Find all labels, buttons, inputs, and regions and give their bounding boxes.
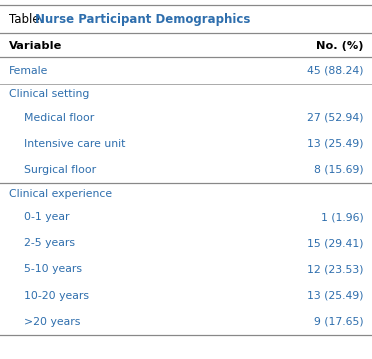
Text: 10-20 years: 10-20 years <box>24 291 89 300</box>
Text: Clinical experience: Clinical experience <box>9 188 112 199</box>
Text: 2-5 years: 2-5 years <box>24 238 75 248</box>
Text: Medical floor: Medical floor <box>24 113 94 122</box>
Text: Table.: Table. <box>9 13 47 26</box>
Text: Clinical setting: Clinical setting <box>9 89 90 99</box>
Text: 5-10 years: 5-10 years <box>24 265 82 274</box>
Text: 27 (52.94): 27 (52.94) <box>307 113 364 122</box>
Text: Nurse Participant Demographics: Nurse Participant Demographics <box>35 13 250 26</box>
Text: Surgical floor: Surgical floor <box>24 165 96 175</box>
Text: Female: Female <box>9 66 49 75</box>
Text: 9 (17.65): 9 (17.65) <box>314 317 364 327</box>
Text: >20 years: >20 years <box>24 317 81 327</box>
Text: 13 (25.49): 13 (25.49) <box>307 291 364 300</box>
Text: 12 (23.53): 12 (23.53) <box>307 265 364 274</box>
Text: Intensive care unit: Intensive care unit <box>24 139 126 149</box>
Text: 0-1 year: 0-1 year <box>24 212 70 222</box>
Text: No. (%): No. (%) <box>316 41 364 51</box>
Text: 45 (88.24): 45 (88.24) <box>307 66 364 75</box>
Text: 8 (15.69): 8 (15.69) <box>314 165 364 175</box>
Text: 1 (1.96): 1 (1.96) <box>321 212 364 222</box>
Text: 15 (29.41): 15 (29.41) <box>307 238 364 248</box>
Text: Variable: Variable <box>9 41 62 51</box>
Text: 13 (25.49): 13 (25.49) <box>307 139 364 149</box>
